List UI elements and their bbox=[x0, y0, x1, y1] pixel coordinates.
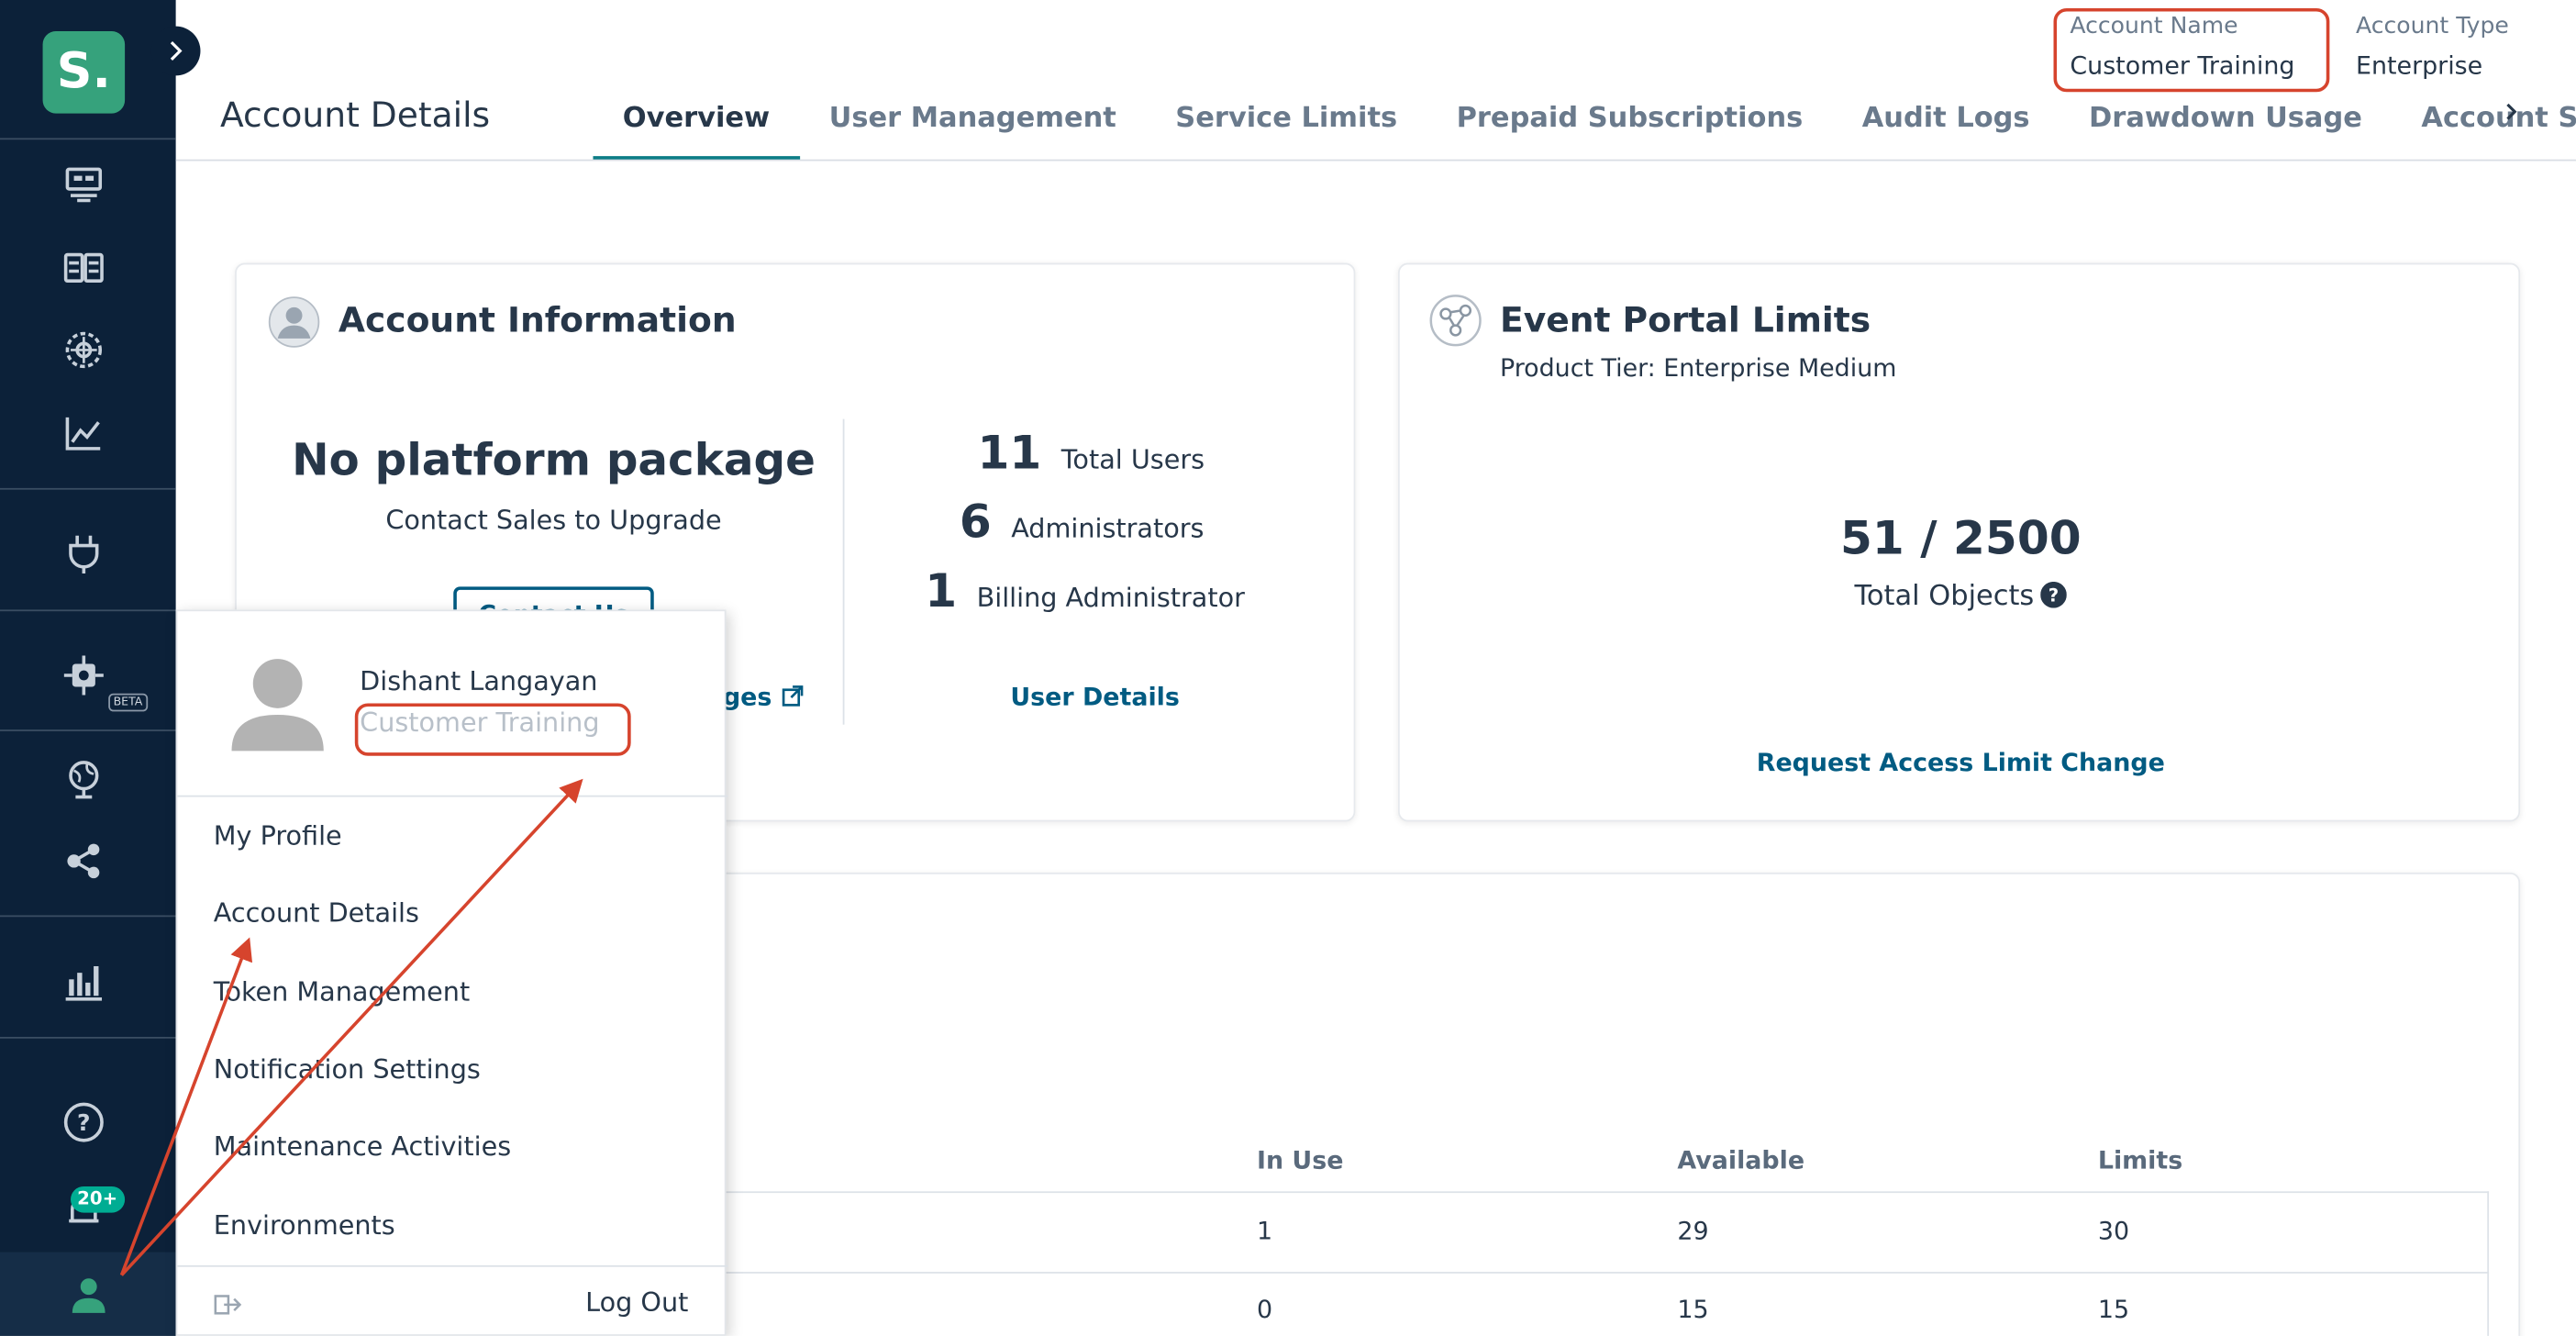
annotation-box-account-name bbox=[2053, 7, 2330, 93]
user-circle-icon bbox=[268, 296, 320, 348]
profile-menu: Dishant Langayan Customer Training My Pr… bbox=[175, 609, 728, 1336]
sidebar-divider bbox=[0, 487, 176, 490]
event-mesh-icon bbox=[1429, 295, 1482, 347]
objects-usage-label: Total Objects bbox=[1854, 580, 2035, 613]
tab-drawdown-usage[interactable]: Drawdown Usage bbox=[2089, 102, 2362, 135]
chevron-right-icon bbox=[2506, 103, 2517, 120]
notification-badge: 20+ bbox=[71, 1186, 125, 1213]
tabs-scroll-right-button[interactable] bbox=[2501, 98, 2534, 138]
account-type-label: Account Type bbox=[2356, 13, 2509, 39]
bar-chart-icon[interactable] bbox=[59, 956, 108, 1006]
account-information-card: Account Information No platform package … bbox=[235, 262, 1356, 822]
logout-icon bbox=[214, 1295, 242, 1315]
tab-audit-logs[interactable]: Audit Logs bbox=[1861, 102, 2030, 135]
tab-user-management[interactable]: User Management bbox=[828, 102, 1116, 135]
table-header-limits: Limits bbox=[2097, 1145, 2183, 1175]
event-portal-limits-card: Event Portal Limits Product Tier: Enterp… bbox=[1397, 262, 2522, 822]
stat-label: Administrators bbox=[1011, 512, 1205, 544]
sidebar-collapse-button[interactable] bbox=[150, 26, 201, 76]
package-subtitle: Contact Sales to Upgrade bbox=[385, 504, 722, 536]
gear-chip-icon[interactable] bbox=[59, 651, 108, 700]
help-circle-icon[interactable]: ? bbox=[2040, 581, 2068, 608]
avatar-icon bbox=[231, 659, 324, 752]
table-cell: 15 bbox=[2097, 1295, 2130, 1325]
sidebar-divider bbox=[0, 138, 176, 140]
sidebar-divider bbox=[0, 915, 176, 918]
menu-item-notification-settings[interactable]: Notification Settings bbox=[213, 1052, 481, 1085]
profile-account-name: Customer Training bbox=[360, 707, 600, 739]
packages-link[interactable]: ges bbox=[722, 682, 804, 712]
packages-link-label: ges bbox=[722, 682, 772, 712]
sidebar: S. BETA bbox=[0, 0, 176, 1336]
stat-total-users: 11 Total Users bbox=[978, 426, 1205, 480]
svg-text:?: ? bbox=[77, 1109, 91, 1136]
card-divider bbox=[842, 418, 845, 725]
menu-divider bbox=[177, 1264, 728, 1267]
stat-label: Billing Administrator bbox=[976, 581, 1245, 613]
tab-service-limits[interactable]: Service Limits bbox=[1175, 102, 1398, 135]
table-cell: 30 bbox=[2097, 1216, 2130, 1246]
help-icon[interactable]: ? bbox=[59, 1097, 108, 1147]
sidebar-divider bbox=[0, 729, 176, 731]
account-information-title: Account Information bbox=[338, 300, 737, 340]
product-tier: Product Tier: Enterprise Medium bbox=[1500, 353, 1897, 384]
table-header-in-use: In Use bbox=[1256, 1145, 1344, 1175]
menu-item-maintenance-activities[interactable]: Maintenance Activities bbox=[213, 1130, 512, 1163]
logout-button[interactable]: Log Out bbox=[585, 1286, 689, 1319]
tab-bar: Overview User Management Service Limits … bbox=[593, 79, 2576, 161]
svg-text:?: ? bbox=[2049, 584, 2059, 606]
header-divider bbox=[175, 159, 2576, 161]
table-border bbox=[2487, 1191, 2490, 1336]
mesh-icon[interactable] bbox=[59, 326, 108, 375]
event-portal-title: Event Portal Limits bbox=[1500, 300, 1871, 340]
broker-icon[interactable] bbox=[59, 160, 108, 209]
beta-badge: BETA bbox=[108, 693, 148, 712]
table-cell: 0 bbox=[1256, 1295, 1273, 1325]
menu-item-token-management[interactable]: Token Management bbox=[213, 975, 471, 1008]
user-details-link[interactable]: User Details bbox=[1010, 682, 1180, 712]
tab-account-settings[interactable]: Account Settin bbox=[2421, 102, 2576, 135]
profile-user-name: Dishant Langayan bbox=[360, 665, 598, 697]
solace-logo[interactable]: S. bbox=[42, 31, 126, 114]
user-icon bbox=[71, 1277, 105, 1312]
table-cell: 1 bbox=[1256, 1216, 1273, 1246]
account-name-label: Account Name bbox=[2070, 13, 2238, 39]
insights-icon[interactable] bbox=[59, 409, 108, 459]
table-header-available: Available bbox=[1677, 1145, 1805, 1175]
menu-item-environments[interactable]: Environments bbox=[213, 1209, 395, 1241]
table-cell: 15 bbox=[1677, 1295, 1709, 1325]
stat-number: 11 bbox=[977, 425, 1042, 480]
table-divider bbox=[262, 1272, 2490, 1274]
stat-number: 6 bbox=[959, 495, 992, 550]
stat-label: Total Users bbox=[1060, 443, 1205, 475]
request-access-limit-link[interactable]: Request Access Limit Change bbox=[1756, 747, 2165, 778]
chevron-right-icon bbox=[170, 41, 183, 61]
external-link-icon bbox=[782, 685, 804, 707]
share-icon[interactable] bbox=[59, 837, 108, 886]
menu-divider bbox=[177, 795, 728, 797]
sidebar-divider bbox=[0, 1036, 176, 1039]
account-type-value: Enterprise bbox=[2356, 50, 2483, 81]
annotation-box-profile-account bbox=[354, 703, 631, 756]
menu-item-account-details[interactable]: Account Details bbox=[213, 896, 419, 929]
tab-prepaid-subscriptions[interactable]: Prepaid Subscriptions bbox=[1456, 102, 1804, 135]
table-divider bbox=[262, 1191, 2490, 1194]
globe-pin-icon[interactable] bbox=[59, 754, 108, 804]
menu-item-my-profile[interactable]: My Profile bbox=[213, 819, 342, 852]
stat-administrators: 6 Administrators bbox=[960, 495, 1205, 549]
objects-usage-caption: Total Objects? bbox=[1400, 580, 2522, 613]
stat-number: 1 bbox=[925, 563, 958, 618]
account-name-value: Customer Training bbox=[2070, 50, 2295, 81]
package-title: No platform package bbox=[292, 435, 816, 487]
plug-icon[interactable] bbox=[59, 529, 108, 579]
tab-overview[interactable]: Overview bbox=[593, 79, 800, 161]
stat-billing-admin: 1 Billing Administrator bbox=[925, 563, 1245, 618]
page-title: Account Details bbox=[219, 95, 491, 135]
table-cell: 29 bbox=[1677, 1216, 1709, 1246]
sidebar-divider bbox=[0, 609, 176, 612]
catalog-icon[interactable] bbox=[59, 243, 108, 293]
user-profile-button[interactable] bbox=[0, 1252, 176, 1336]
objects-usage: 51 / 2500 bbox=[1840, 510, 2082, 566]
